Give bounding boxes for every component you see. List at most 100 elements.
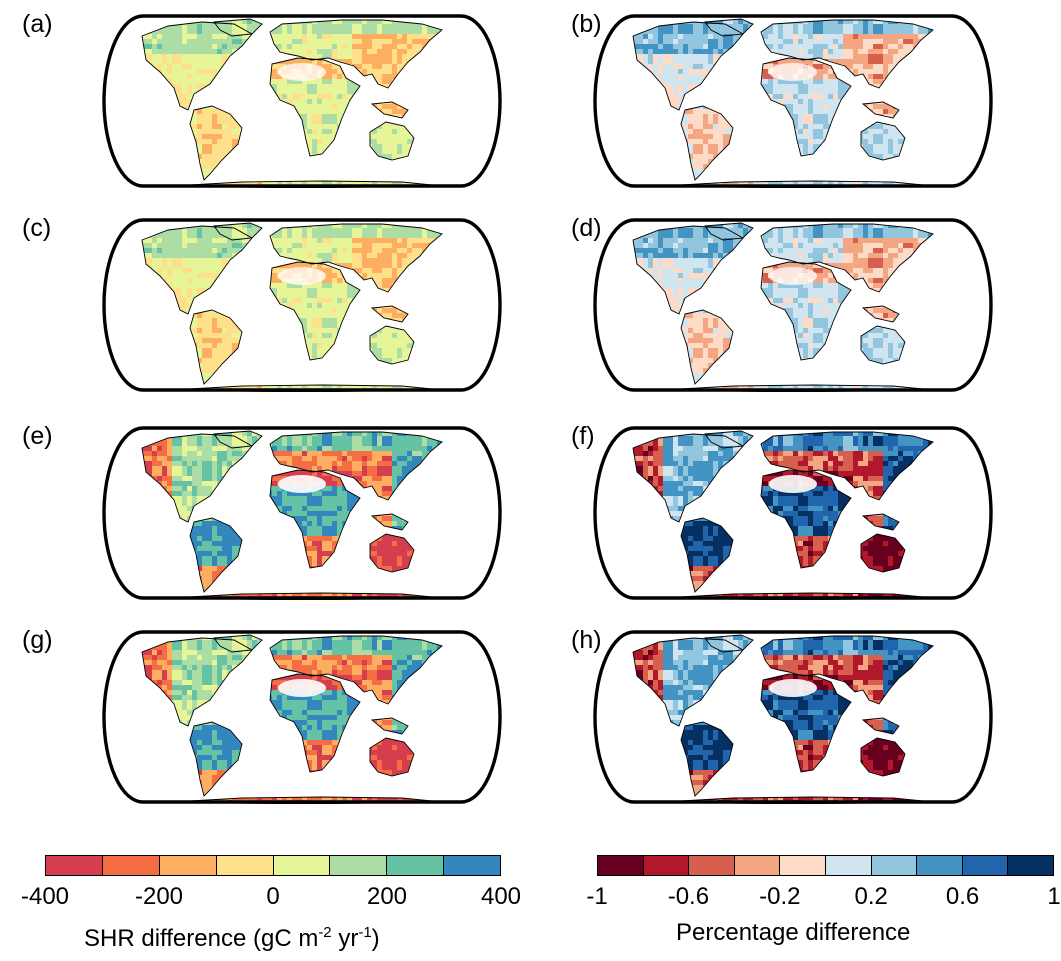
land-raster	[633, 635, 933, 804]
panel-label-f: (f)	[571, 424, 595, 449]
pct-colorbar-segment	[871, 856, 918, 875]
shr-tick-label: -200	[135, 885, 183, 909]
shr-colorbar	[45, 855, 501, 876]
coastline-au	[860, 737, 906, 777]
coastline-na	[632, 433, 744, 523]
world-map	[593, 14, 993, 188]
pct-colorbar-segment	[962, 856, 1009, 875]
coastline-an	[662, 180, 934, 188]
map-frame	[102, 630, 502, 804]
pct-tick-label: -0.6	[668, 885, 709, 909]
pct-tick-label: 0.6	[946, 885, 979, 909]
pct-colorbar-label: Percentage difference	[676, 920, 910, 946]
pct-colorbar-segment	[689, 856, 735, 875]
coastline-gr	[704, 18, 754, 37]
shr-tick-label: 0	[266, 885, 279, 909]
map-frame	[593, 218, 993, 392]
coastline-au	[369, 121, 415, 161]
coastline-se	[861, 305, 900, 323]
pct-tick-label: -0.2	[759, 885, 800, 909]
coastline-se	[861, 513, 900, 531]
coastline-an	[662, 384, 934, 392]
coastline-au	[860, 325, 906, 365]
shr-colorbar-label: SHR difference (gC m-2 yr-1)	[84, 920, 380, 952]
coastline-na	[141, 225, 253, 315]
shr-tick-label: 200	[367, 885, 407, 909]
coastline-sa	[680, 517, 734, 593]
coastline-sa	[189, 105, 243, 181]
coastline-au	[860, 533, 906, 573]
map-panel-h	[593, 630, 993, 804]
coastline-af	[760, 469, 852, 569]
land-raster	[142, 223, 442, 392]
coastline-au	[369, 737, 415, 777]
world-map	[593, 218, 993, 392]
world-map	[593, 630, 993, 804]
map-frame	[102, 14, 502, 188]
pct-colorbar-segment	[734, 856, 781, 875]
panel-label-d: (d)	[571, 216, 602, 241]
coastline-gr	[704, 430, 754, 449]
land-raster	[142, 431, 442, 600]
land-raster	[633, 19, 933, 188]
coastline-se	[370, 101, 409, 119]
coastline-se	[861, 101, 900, 119]
world-map	[593, 426, 993, 600]
shr-colorbar-segment	[273, 856, 331, 875]
coastline-na	[632, 637, 744, 727]
panel-label-h: (h)	[571, 628, 602, 653]
coastline-sa	[680, 309, 734, 385]
shr-colorbar-segment	[46, 856, 103, 875]
shr-tick-label: 400	[481, 885, 521, 909]
coastline-gr	[213, 222, 263, 241]
land-raster	[142, 635, 442, 804]
coastline-af	[269, 469, 361, 569]
pct-tick-label: -1	[586, 885, 607, 909]
coastline-na	[632, 225, 744, 315]
map-panel-d	[593, 218, 993, 392]
pct-colorbar	[597, 855, 1054, 876]
panel-label-b: (b)	[571, 12, 602, 37]
map-frame	[593, 630, 993, 804]
land-raster	[142, 19, 442, 188]
coastline-an	[171, 180, 443, 188]
pct-colorbar-segment	[598, 856, 644, 875]
coastline-an	[171, 384, 443, 392]
shr-colorbar-segment	[330, 856, 388, 875]
map-panel-b	[593, 14, 993, 188]
coastline-an	[662, 592, 934, 600]
shr-tick-label: -400	[21, 885, 69, 909]
coastline-sa	[680, 721, 734, 797]
coastline-af	[760, 57, 852, 157]
coastline-se	[370, 717, 409, 735]
shr-colorbar-segment	[102, 856, 160, 875]
coastline-an	[662, 796, 934, 804]
coastline-na	[141, 637, 253, 727]
coastline-au	[369, 533, 415, 573]
coastline-af	[760, 673, 852, 773]
coastline-sa	[189, 309, 243, 385]
world-map	[102, 218, 502, 392]
panel-label-g: (g)	[22, 628, 53, 653]
pct-colorbar-segment	[780, 856, 826, 875]
coastline-na	[141, 21, 253, 111]
coastline-af	[269, 673, 361, 773]
coastline-gr	[213, 18, 263, 37]
coastline-af	[269, 57, 361, 157]
coastline-se	[370, 305, 409, 323]
coastline-sa	[680, 105, 734, 181]
pct-colorbar-segment	[643, 856, 690, 875]
coastline-au	[369, 325, 415, 365]
coastline-se	[370, 513, 409, 531]
coastline-sa	[189, 721, 243, 797]
pct-colorbar-segment	[825, 856, 872, 875]
shr-colorbar-segment	[387, 856, 445, 875]
pct-colorbar-segment	[917, 856, 963, 875]
coastline-gr	[213, 634, 263, 653]
coastline-an	[171, 796, 443, 804]
coastline-gr	[213, 430, 263, 449]
map-frame	[102, 426, 502, 600]
panel-label-e: (e)	[22, 424, 53, 449]
pct-tick-label: 0.2	[855, 885, 888, 909]
pct-colorbar-segment	[1008, 856, 1053, 875]
